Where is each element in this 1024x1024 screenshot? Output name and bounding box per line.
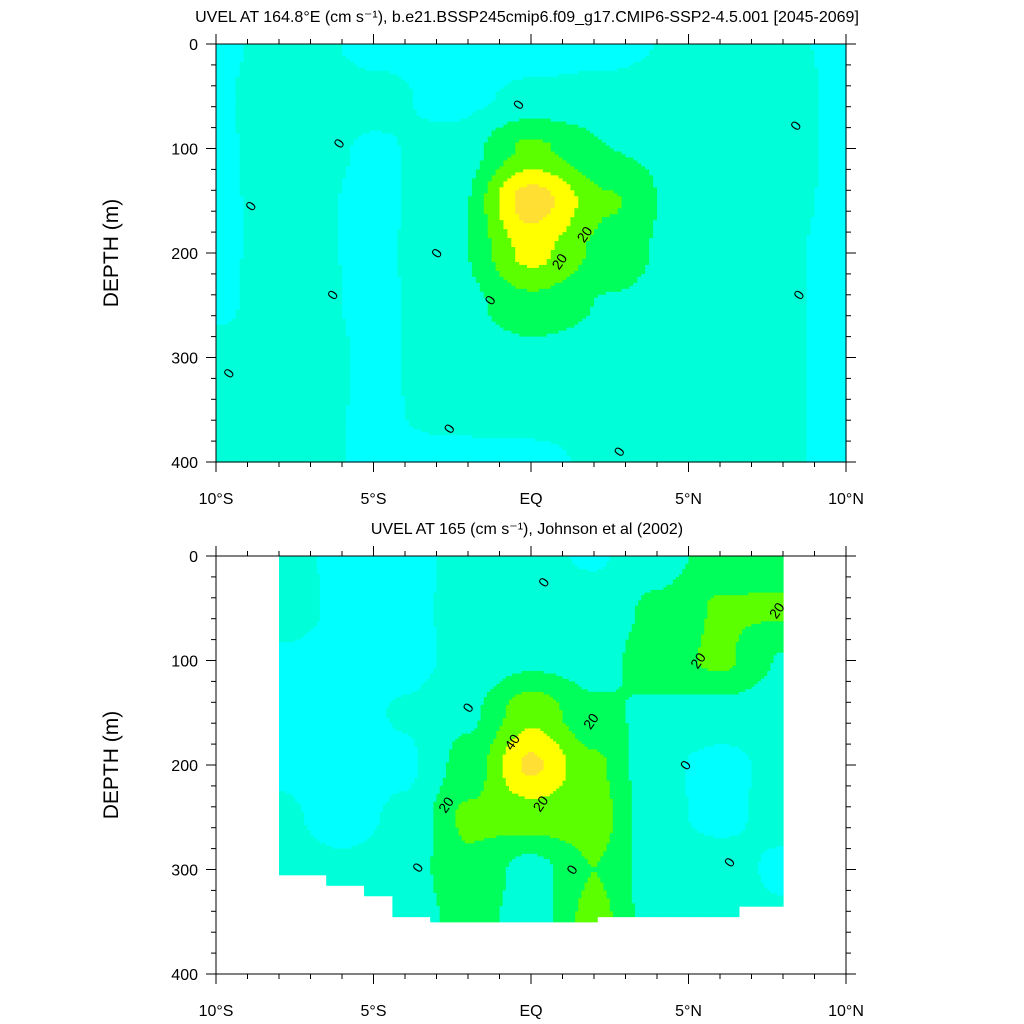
contour-fill [216, 44, 847, 463]
